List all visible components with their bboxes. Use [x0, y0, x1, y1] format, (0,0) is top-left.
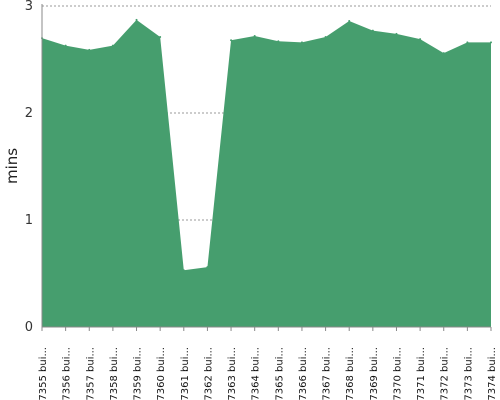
- y-tick-label: 1: [25, 213, 33, 228]
- x-tick-label: #7360 bui...: [156, 347, 167, 400]
- data-point: [182, 269, 185, 272]
- y-tick-label: 2: [25, 106, 33, 121]
- data-point: [135, 18, 138, 21]
- x-tick-label: #7367 bui...: [322, 347, 333, 400]
- x-tick-label: #7369 bui...: [369, 347, 380, 400]
- x-tick-label: #7356 bui...: [62, 347, 73, 400]
- data-point: [395, 32, 398, 35]
- y-tick-label: 0: [25, 320, 33, 335]
- data-point: [111, 44, 114, 47]
- x-tick-label: #7374 bui...: [487, 347, 498, 400]
- data-point: [206, 266, 209, 269]
- data-point: [466, 41, 469, 44]
- x-axis-ticks: #7355 bui... #7356 bui... #7357 bui... #735…: [38, 327, 498, 400]
- x-tick-label: #7370 bui...: [392, 347, 403, 400]
- x-tick-label: #7362 bui...: [203, 347, 214, 400]
- data-point: [277, 40, 280, 43]
- x-tick-label: #7366 bui...: [298, 347, 309, 400]
- y-axis-label: mins: [3, 148, 21, 184]
- data-point: [300, 41, 303, 44]
- x-tick-label: #7364 bui...: [251, 347, 262, 400]
- data-point: [159, 36, 162, 39]
- x-tick-label: #7363 bui...: [227, 347, 238, 400]
- area-series: [41, 18, 492, 327]
- data-point: [371, 29, 374, 32]
- axes: [41, 4, 491, 328]
- x-tick-label: #7361 bui...: [180, 347, 191, 400]
- data-point: [64, 44, 67, 47]
- area-fill: [42, 19, 491, 327]
- x-tick-label: #7358 bui...: [109, 347, 120, 400]
- x-tick-label: #7371 bui...: [416, 347, 427, 400]
- x-tick-label: #7357 bui...: [85, 347, 96, 400]
- x-tick-label: #7368 bui...: [345, 347, 356, 400]
- data-point: [230, 39, 233, 42]
- x-tick-label: #7359 bui...: [133, 347, 144, 400]
- data-point: [253, 34, 256, 37]
- y-axis-ticks: 0 1 2 3: [25, 0, 33, 335]
- data-point: [348, 19, 351, 22]
- data-point: [324, 36, 327, 39]
- y-tick-label: 3: [25, 0, 33, 14]
- x-tick-label: #7372 bui...: [440, 347, 451, 400]
- data-point: [490, 41, 492, 44]
- data-point: [419, 38, 422, 41]
- x-tick-label: #7355 bui...: [38, 347, 49, 400]
- data-point: [442, 52, 445, 55]
- x-tick-label: #7373 bui...: [463, 347, 474, 400]
- x-tick-label: #7365 bui...: [274, 347, 285, 400]
- data-point: [88, 48, 91, 51]
